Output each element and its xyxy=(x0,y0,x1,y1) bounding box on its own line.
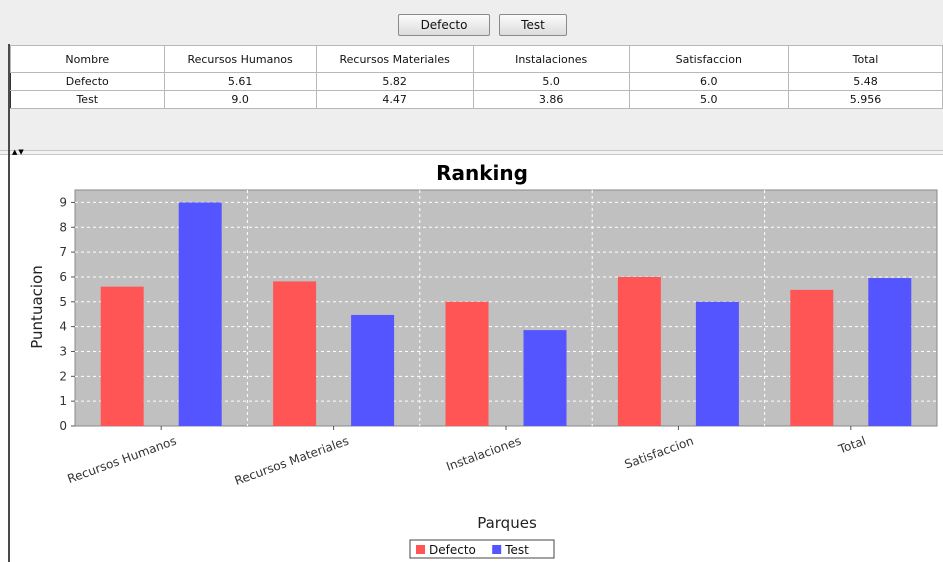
table-cell[interactable]: Test xyxy=(10,90,165,109)
x-tick-label: Instalaciones xyxy=(444,434,523,474)
table-cell[interactable]: 5.48 xyxy=(788,72,943,91)
y-axis-label: Puntuacion xyxy=(28,265,46,348)
table-row[interactable]: Defecto 5.61 5.82 5.0 6.0 5.48 xyxy=(10,72,943,91)
y-tick-label: 2 xyxy=(59,369,67,383)
divider-arrows-icon[interactable]: ▲▼ xyxy=(12,148,25,156)
column-header-satisfaccion[interactable]: Satisfaccion xyxy=(628,45,790,73)
y-tick-label: 1 xyxy=(59,394,67,408)
legend-label: Defecto xyxy=(429,543,476,557)
legend-label: Test xyxy=(504,543,529,557)
table-cell[interactable]: 5.0 xyxy=(628,90,790,109)
bar-defecto xyxy=(445,301,489,426)
bar-test xyxy=(351,314,395,426)
split-pane-divider[interactable] xyxy=(0,150,943,155)
y-tick-label: 7 xyxy=(59,245,67,259)
table-cell[interactable]: 5.82 xyxy=(315,72,474,91)
y-tick-label: 9 xyxy=(59,195,67,209)
column-header-recursos-humanos[interactable]: Recursos Humanos xyxy=(163,45,317,73)
bar-test xyxy=(695,301,739,426)
chart-legend: Defecto Test xyxy=(409,539,555,559)
y-tick-label: 5 xyxy=(59,295,67,309)
y-tick-label: 4 xyxy=(59,320,67,334)
column-header-recursos-materiales[interactable]: Recursos Materiales xyxy=(315,45,474,73)
x-axis: Recursos Humanos Recursos Materiales Insta… xyxy=(66,426,868,488)
y-tick-label: 8 xyxy=(59,220,67,234)
bar-test xyxy=(523,330,567,426)
defecto-button[interactable]: Defecto xyxy=(398,14,490,36)
table-cell[interactable]: 3.86 xyxy=(472,90,630,109)
bars xyxy=(100,202,912,426)
x-tick-label: Recursos Humanos xyxy=(66,434,179,486)
y-tick-label: 3 xyxy=(59,344,67,358)
x-tick-label: Recursos Materiales xyxy=(233,434,351,488)
column-header-total[interactable]: Total xyxy=(788,45,943,73)
y-tick-label: 0 xyxy=(59,419,67,433)
bar-test xyxy=(868,278,912,426)
results-table: Nombre Recursos Humanos Recursos Materia… xyxy=(10,45,943,109)
x-axis-label: Parques xyxy=(477,514,537,532)
bar-defecto xyxy=(790,289,834,426)
bar-defecto xyxy=(273,281,317,426)
bar-test xyxy=(178,202,222,426)
legend-swatch xyxy=(416,545,425,554)
test-button[interactable]: Test xyxy=(499,14,567,36)
legend-swatch xyxy=(492,545,502,554)
y-tick-label: 6 xyxy=(59,270,67,284)
table-cell[interactable]: 4.47 xyxy=(315,90,474,109)
column-header-instalaciones[interactable]: Instalaciones xyxy=(472,45,630,73)
y-axis: 0 1 2 3 4 5 6 7 8 9 xyxy=(59,195,75,433)
table-header-row: Nombre Recursos Humanos Recursos Materia… xyxy=(10,45,943,73)
legend-box xyxy=(409,539,555,559)
table-cell[interactable]: 9.0 xyxy=(163,90,317,109)
table-row[interactable]: Test 9.0 4.47 3.86 5.0 5.956 xyxy=(10,90,943,109)
chart-title: Ranking xyxy=(436,161,528,185)
table-cell[interactable]: 5.956 xyxy=(788,90,943,109)
x-tick-label: Total xyxy=(836,434,868,457)
bar-defecto xyxy=(100,286,144,426)
x-tick-label: Satisfaccion xyxy=(623,434,696,472)
left-border xyxy=(8,44,10,562)
bar-defecto xyxy=(617,276,661,426)
